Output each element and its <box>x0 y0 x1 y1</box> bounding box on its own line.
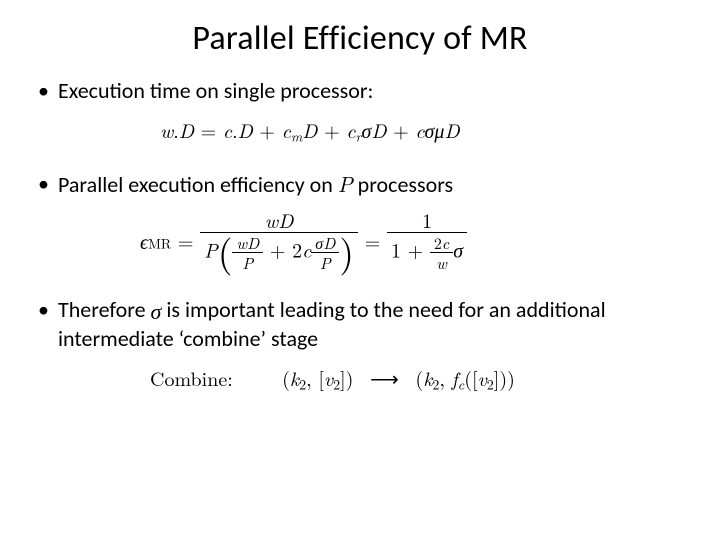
eq1-cr-D: D <box>371 115 386 144</box>
eq2-rhs-frac: 1 1 + 2cwσ <box>387 209 467 272</box>
eq2-eq2: = <box>365 226 387 255</box>
eq2-rhs-num: 1 <box>387 209 467 233</box>
eq2-num1-w: w <box>265 205 278 234</box>
bullet-3-pre: Therefore <box>58 296 151 323</box>
eq2-rhs-inner-frac: 2cw <box>430 234 453 272</box>
eq1-cm-m: m <box>291 126 302 146</box>
eq1-D2: D <box>238 115 253 144</box>
eq2-den1-c: c <box>302 234 311 263</box>
eq1-last-sigma: σ <box>425 115 435 144</box>
bullet-1-text: Execution time on single processor: <box>58 77 373 104</box>
eq2-inner-frac1: wDP <box>232 234 263 272</box>
eq1-last-mu: μ <box>434 115 444 144</box>
eq1-cr-sigma: σ <box>361 115 371 144</box>
sigma-icon: σ <box>151 298 162 326</box>
eq3-k1: k <box>290 363 299 392</box>
eq2-inner1-w: w <box>236 231 247 254</box>
slide: Parallel Efficiency of MR Execution time… <box>0 0 720 540</box>
eq1-D1: D <box>179 115 194 144</box>
eq1-eq: = <box>201 115 223 144</box>
bullet-2-post: processors <box>353 171 453 198</box>
eq2-rhs-w: w <box>436 251 447 274</box>
eq3-fc: c <box>458 374 464 394</box>
eq2-eq1: = <box>178 226 200 255</box>
eq1-cr-c: c <box>346 115 355 144</box>
eq2-den1-P: P <box>204 234 218 263</box>
eq3-k1-sub: 2 <box>299 374 306 394</box>
eq1-cm-D: D <box>302 115 317 144</box>
eq2-rhs-2: 2 <box>434 231 442 254</box>
combine-label: Combine: <box>150 363 233 392</box>
equation-1: w.D = c.D + cmD + crσD + cσμD <box>40 115 680 147</box>
eq3-k2-sub: 2 <box>432 374 439 394</box>
eq2-inner2-P: P <box>320 251 331 274</box>
eq2-num1-D: D <box>278 205 293 234</box>
eq3-v2: v <box>478 363 487 392</box>
eq2-rhs-den-1: 1 + <box>391 234 430 263</box>
eq3-v1: v <box>324 363 333 392</box>
eq2-eps: ϵ <box>140 226 148 255</box>
eq2-inner-frac2: σDP <box>311 234 339 272</box>
eq1-w: w <box>160 115 173 144</box>
bullet-list: Execution time on single processor: <box>34 77 680 105</box>
bullet-list-3: Therefore σ is important leading to the … <box>34 296 680 353</box>
eq1-c1: c <box>223 115 232 144</box>
eq2-inner2-D: D <box>323 231 335 254</box>
bullet-3: Therefore σ is important leading to the … <box>34 296 680 353</box>
page-title: Parallel Efficiency of MR <box>40 18 680 59</box>
eq1-cm-c: c <box>282 115 291 144</box>
eq2-rhs-sigma: σ <box>453 234 463 263</box>
bullet-2-pre: Parallel execution efficiency on <box>58 171 338 198</box>
equation-2: ϵMR = wD P(wDP + 2cσDP) = 1 1 + 2cwσ <box>40 209 680 272</box>
eq3-v2-sub: 2 <box>487 374 494 394</box>
eq1-last-D: D <box>444 115 459 144</box>
eq2-inner1-D: D <box>247 231 259 254</box>
bullet-1: Execution time on single processor: <box>34 77 680 105</box>
eq3-v1-sub: 2 <box>333 374 340 394</box>
bullet-2-P: P <box>338 168 353 199</box>
bullet-2: Parallel execution efficiency on P proce… <box>34 170 680 199</box>
eq1-plus3: + <box>393 115 415 144</box>
eq2-rhs-c: c <box>442 231 449 254</box>
eq1-plus1: + <box>259 115 281 144</box>
equation-3: Combine: (k2, [v2]) ⟶ (k2, fc([v2])) <box>40 363 680 395</box>
eq2-lhs-frac: wD P(wDP + 2cσDP) <box>200 209 358 272</box>
eq1-plus2: + <box>324 115 346 144</box>
arrow-icon: ⟶ <box>370 363 399 392</box>
eq1-last-c: c <box>415 115 424 144</box>
eq2-inner2-sigma: σ <box>315 231 323 254</box>
eq2-inner1-P: P <box>242 251 253 274</box>
bullet-list-2: Parallel execution efficiency on P proce… <box>34 170 680 199</box>
eq2-eps-sub: MR <box>148 233 171 253</box>
eq2-den1-plus: + 2 <box>263 234 302 263</box>
